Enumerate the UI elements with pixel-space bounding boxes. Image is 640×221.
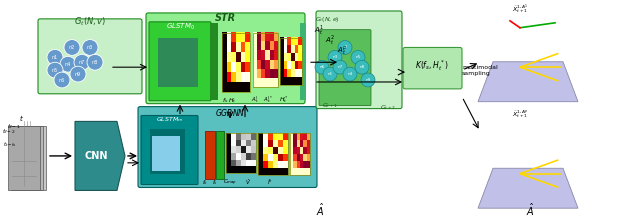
Bar <box>226 133 256 173</box>
Circle shape <box>64 40 80 55</box>
FancyBboxPatch shape <box>38 19 142 94</box>
Text: n4: n4 <box>65 62 71 67</box>
FancyBboxPatch shape <box>146 13 305 104</box>
FancyBboxPatch shape <box>141 116 198 185</box>
Text: n9: n9 <box>365 78 371 82</box>
Text: $\hat{F}$: $\hat{F}$ <box>268 177 273 187</box>
Circle shape <box>355 60 369 74</box>
FancyBboxPatch shape <box>150 129 185 174</box>
Text: n7: n7 <box>79 60 85 65</box>
Text: n5: n5 <box>52 68 58 73</box>
Text: $t$: $t$ <box>19 113 24 123</box>
Text: $G_t(N,e)$: $G_t(N,e)$ <box>315 15 340 24</box>
Circle shape <box>351 50 365 64</box>
Text: $A_t^1$: $A_t^1$ <box>314 24 324 37</box>
Text: $A_t^{l*}$: $A_t^{l*}$ <box>263 95 273 105</box>
Text: n4: n4 <box>348 72 353 76</box>
Circle shape <box>343 67 357 81</box>
Text: $G_{t+1}$: $G_{t+1}$ <box>322 101 338 110</box>
Bar <box>216 131 224 179</box>
FancyBboxPatch shape <box>300 23 306 100</box>
Text: $K(f_s, H_t^*)$: $K(f_s, H_t^*)$ <box>415 58 449 73</box>
FancyBboxPatch shape <box>158 38 198 87</box>
FancyBboxPatch shape <box>149 22 211 101</box>
Text: $\tilde{X}_{t+1}^{1,A^p}$: $\tilde{X}_{t+1}^{1,A^p}$ <box>511 109 529 122</box>
Text: $H_t$: $H_t$ <box>228 96 236 105</box>
FancyBboxPatch shape <box>8 126 40 191</box>
Text: $GLSTM_m$: $GLSTM_m$ <box>156 115 184 124</box>
Circle shape <box>70 66 86 82</box>
FancyBboxPatch shape <box>316 11 402 109</box>
Circle shape <box>315 60 329 74</box>
Circle shape <box>82 40 98 55</box>
Text: n6: n6 <box>59 78 65 82</box>
Text: n6: n6 <box>319 65 324 69</box>
Text: $f_s$: $f_s$ <box>222 96 228 105</box>
Text: n5: n5 <box>355 55 360 59</box>
Text: n8: n8 <box>92 60 98 65</box>
Circle shape <box>323 67 337 81</box>
Text: n9: n9 <box>75 72 81 77</box>
Bar <box>253 33 278 87</box>
Circle shape <box>361 73 375 87</box>
Text: $G_{t+2}$: $G_{t+2}$ <box>380 104 396 112</box>
Text: $\hat{A}$: $\hat{A}$ <box>525 202 534 218</box>
Bar <box>205 131 215 179</box>
Polygon shape <box>478 62 578 102</box>
Circle shape <box>333 60 347 74</box>
Text: n1: n1 <box>328 72 333 76</box>
Text: n8: n8 <box>360 65 365 69</box>
Text: $A_t^p$: $A_t^p$ <box>337 44 348 57</box>
Text: n3: n3 <box>87 45 93 50</box>
Text: $H_t^*$: $H_t^*$ <box>279 95 289 105</box>
FancyBboxPatch shape <box>319 30 371 106</box>
Text: $C_{map}$: $C_{map}$ <box>223 178 237 189</box>
Text: multimodal
sampling: multimodal sampling <box>462 65 498 76</box>
Circle shape <box>54 72 70 88</box>
Text: n2: n2 <box>342 46 348 50</box>
Text: $\hat{A}$: $\hat{A}$ <box>316 202 324 218</box>
Circle shape <box>328 50 342 64</box>
Circle shape <box>74 54 90 70</box>
Text: $G_t(N,v)$: $G_t(N,v)$ <box>74 16 106 28</box>
Text: $A_t^2$: $A_t^2$ <box>325 33 335 47</box>
Circle shape <box>47 50 63 65</box>
Text: n7: n7 <box>337 65 342 69</box>
FancyBboxPatch shape <box>14 126 46 191</box>
Circle shape <box>338 41 352 54</box>
Text: $GGRNN$: $GGRNN$ <box>215 107 245 118</box>
Text: $t_{t-fs}$: $t_{t-fs}$ <box>3 140 17 149</box>
Text: $A_t^l$: $A_t^l$ <box>251 95 259 105</box>
Circle shape <box>47 62 63 78</box>
Text: $f_s$: $f_s$ <box>212 179 218 187</box>
Bar <box>290 133 310 175</box>
Polygon shape <box>75 121 125 191</box>
Text: n2: n2 <box>69 45 75 50</box>
Bar <box>222 33 250 92</box>
Circle shape <box>60 56 76 72</box>
Text: $t_{f-2}$: $t_{f-2}$ <box>2 127 16 136</box>
Circle shape <box>87 54 103 70</box>
Text: $t_{f-1}$: $t_{f-1}$ <box>7 122 21 131</box>
Text: $\tilde{X}_{t+1}^{1,A^1}$: $\tilde{X}_{t+1}^{1,A^1}$ <box>512 2 528 15</box>
Text: $\hat{V}$: $\hat{V}$ <box>245 177 251 187</box>
Text: CNN: CNN <box>84 151 108 161</box>
Bar <box>258 133 288 175</box>
Polygon shape <box>478 168 578 208</box>
FancyBboxPatch shape <box>138 107 317 187</box>
Bar <box>280 38 302 85</box>
FancyBboxPatch shape <box>403 48 462 89</box>
Text: $f_o$: $f_o$ <box>202 179 208 187</box>
Text: n3: n3 <box>332 55 338 59</box>
Text: STR: STR <box>214 13 236 23</box>
FancyBboxPatch shape <box>210 23 218 100</box>
Text: $GLSTM_0$: $GLSTM_0$ <box>166 22 195 32</box>
FancyBboxPatch shape <box>11 126 43 191</box>
FancyBboxPatch shape <box>152 136 180 171</box>
Text: n1: n1 <box>52 55 58 60</box>
